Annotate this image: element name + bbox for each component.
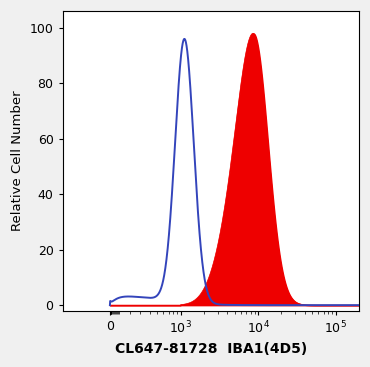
X-axis label: CL647-81728  IBA1(4D5): CL647-81728 IBA1(4D5) [115, 342, 307, 356]
Y-axis label: Relative Cell Number: Relative Cell Number [11, 91, 24, 231]
